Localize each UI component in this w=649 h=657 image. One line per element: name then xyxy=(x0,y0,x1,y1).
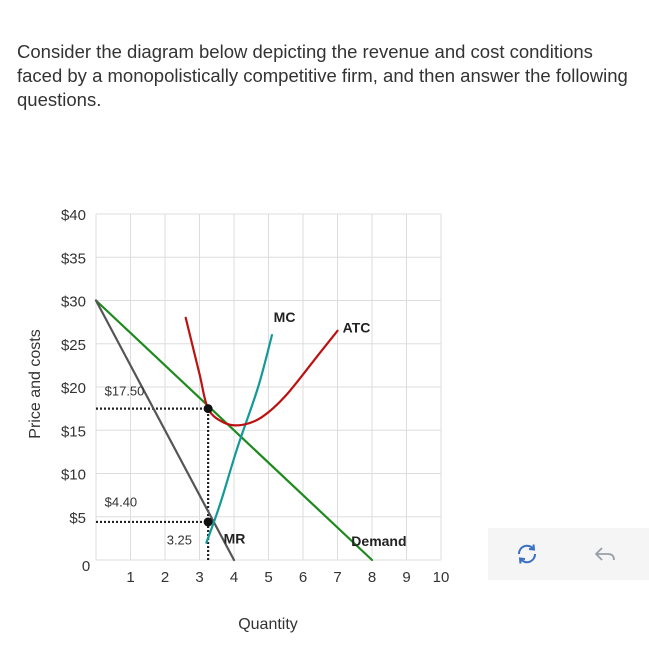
equilibrium-point xyxy=(203,517,213,527)
y-tick-label: $5 xyxy=(69,510,86,527)
x-tick-label: 10 xyxy=(433,569,450,586)
value-annotation: 3.25 xyxy=(167,532,192,547)
x-tick-label: 6 xyxy=(299,569,307,586)
x-tick-label: 4 xyxy=(230,569,238,586)
y-tick-label: $20 xyxy=(61,380,86,397)
curve-atc xyxy=(184,316,339,427)
x-tick-label: 5 xyxy=(264,569,272,586)
curve-mr xyxy=(94,299,236,562)
curve-demand xyxy=(94,299,374,562)
series-label: MR xyxy=(224,531,246,547)
question-text: Consider the diagram below depicting the… xyxy=(17,41,628,110)
y-tick-label: $15 xyxy=(61,423,86,440)
y-tick-label: $35 xyxy=(61,250,86,267)
y-tick-label: $40 xyxy=(61,207,86,224)
equilibrium-points xyxy=(203,404,213,527)
x-tick-label: 1 xyxy=(126,569,134,586)
graph-toolbar xyxy=(488,528,649,580)
origin-label: 0 xyxy=(82,558,90,575)
annotations: $17.50 $4.40 3.25 xyxy=(105,384,192,548)
x-tick-label: 8 xyxy=(368,569,376,586)
value-annotation: $17.50 xyxy=(105,384,145,399)
x-tick-label: 2 xyxy=(161,569,169,586)
equilibrium-point xyxy=(203,404,213,414)
x-tick-label: 7 xyxy=(333,569,341,586)
series-label: ATC xyxy=(343,320,371,336)
value-annotation: $4.40 xyxy=(105,494,138,509)
curves xyxy=(94,299,374,562)
series-label: MC xyxy=(274,309,296,325)
x-tick-label: 9 xyxy=(402,569,410,586)
y-tick-label: $30 xyxy=(61,294,86,311)
y-tick-label: $10 xyxy=(61,467,86,484)
series-label: Demand xyxy=(351,533,406,549)
grid xyxy=(95,213,442,561)
undo-icon[interactable] xyxy=(591,540,619,568)
series-labels: MC ATC MR Demand xyxy=(224,309,407,549)
x-tick-labels: 1 2 3 4 5 6 7 8 9 10 xyxy=(126,569,449,586)
y-tick-label: $25 xyxy=(61,337,86,354)
reset-icon[interactable] xyxy=(513,540,541,568)
y-tick-labels: $5 $10 $15 $20 $25 $30 $35 $40 xyxy=(61,207,86,527)
y-axis-label: Price and costs xyxy=(27,329,44,438)
curve-mc xyxy=(205,334,274,544)
x-tick-label: 3 xyxy=(195,569,203,586)
x-axis-label: Quantity xyxy=(238,616,298,633)
